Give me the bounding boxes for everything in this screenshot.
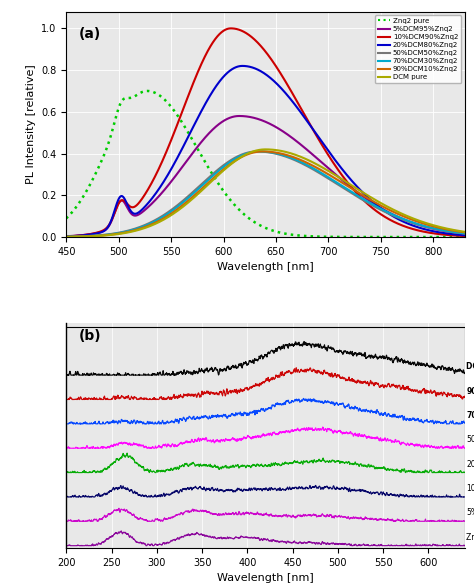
Line: 10%DCM90%Znq2: 10%DCM90%Znq2	[61, 29, 474, 237]
90%DCM10%Znq2	[106, 231, 111, 238]
Text: 50%DCM-50%Znq2: 50%DCM-50%Znq2	[466, 436, 474, 444]
Text: 5%DCM-95%Znq2: 5%DCM-95%Znq2	[466, 508, 474, 517]
Text: 70%DCM-30%Znq2: 70%DCM-30%Znq2	[466, 411, 474, 420]
Znq2 pure	[217, 182, 223, 189]
70%DCM30%Znq2	[472, 231, 474, 238]
Znq2 pure	[106, 140, 111, 147]
Text: (a): (a)	[78, 27, 100, 41]
X-axis label: Wavelength [nm]: Wavelength [nm]	[217, 573, 314, 583]
20%DCM80%Znq2	[130, 210, 136, 217]
20%DCM80%Znq2	[419, 225, 425, 232]
10%DCM90%Znq2	[464, 233, 470, 240]
70%DCM30%Znq2	[130, 226, 136, 233]
70%DCM30%Znq2	[464, 230, 470, 237]
90%DCM10%Znq2	[472, 230, 474, 237]
5%DCM95%Znq2	[237, 113, 242, 120]
50%DCM50%Znq2	[235, 153, 241, 160]
90%DCM10%Znq2	[58, 233, 64, 240]
5%DCM95%Znq2	[235, 113, 241, 120]
5%DCM95%Znq2	[472, 231, 474, 238]
5%DCM95%Znq2	[217, 120, 223, 127]
Znq2 pure	[130, 94, 136, 101]
50%DCM50%Znq2	[472, 231, 474, 238]
DCM pure	[217, 170, 223, 177]
Text: Znq2 Pure: Znq2 Pure	[466, 533, 474, 542]
90%DCM10%Znq2	[235, 156, 241, 163]
10%DCM90%Znq2	[228, 25, 234, 32]
Line: DCM pure: DCM pure	[61, 149, 474, 237]
90%DCM10%Znq2	[464, 229, 470, 236]
5%DCM95%Znq2	[106, 223, 111, 230]
5%DCM95%Znq2	[130, 212, 136, 219]
70%DCM30%Znq2	[256, 148, 262, 155]
5%DCM95%Znq2	[419, 222, 425, 229]
10%DCM90%Znq2	[472, 233, 474, 240]
10%DCM90%Znq2	[235, 26, 241, 33]
50%DCM50%Znq2	[217, 164, 223, 171]
Legend: Znq2 pure, 5%DCM95%Znq2, 10%DCM90%Znq2, 20%DCM80%Znq2, 50%DCM50%Znq2, 70%DCM30%Z: Znq2 pure, 5%DCM95%Znq2, 10%DCM90%Znq2, …	[375, 15, 461, 83]
Y-axis label: PL Intensity [relative]: PL Intensity [relative]	[26, 65, 36, 184]
Text: DCM Pure: DCM Pure	[466, 362, 474, 371]
Line: 70%DCM30%Znq2: 70%DCM30%Znq2	[61, 152, 474, 237]
10%DCM90%Znq2	[419, 228, 425, 235]
DCM pure	[472, 230, 474, 237]
90%DCM10%Znq2	[419, 220, 425, 227]
10%DCM90%Znq2	[130, 203, 136, 210]
Line: 50%DCM50%Znq2: 50%DCM50%Znq2	[61, 152, 474, 237]
DCM pure	[130, 228, 136, 235]
50%DCM50%Znq2	[464, 230, 470, 237]
Znq2 pure	[419, 234, 425, 241]
20%DCM80%Znq2	[217, 78, 223, 85]
90%DCM10%Znq2	[130, 227, 136, 234]
50%DCM50%Znq2	[419, 223, 425, 230]
Znq2 pure	[464, 234, 470, 241]
50%DCM50%Znq2	[130, 226, 136, 233]
20%DCM80%Znq2	[235, 63, 241, 70]
5%DCM95%Znq2	[464, 230, 470, 237]
20%DCM80%Znq2	[464, 232, 470, 239]
Line: 5%DCM95%Znq2: 5%DCM95%Znq2	[61, 116, 474, 237]
90%DCM10%Znq2	[259, 148, 265, 155]
20%DCM80%Znq2	[106, 223, 111, 230]
DCM pure	[263, 146, 268, 153]
Line: Znq2 pure: Znq2 pure	[61, 91, 474, 237]
Line: 20%DCM80%Znq2: 20%DCM80%Znq2	[61, 66, 474, 237]
50%DCM50%Znq2	[254, 148, 260, 155]
X-axis label: Wavelength [nm]: Wavelength [nm]	[217, 262, 314, 272]
10%DCM90%Znq2	[106, 223, 111, 230]
DCM pure	[58, 233, 64, 240]
70%DCM30%Znq2	[106, 231, 111, 238]
10%DCM90%Znq2	[58, 233, 64, 240]
DCM pure	[419, 219, 425, 226]
10%DCM90%Znq2	[217, 30, 223, 37]
50%DCM50%Znq2	[58, 233, 64, 240]
DCM pure	[106, 231, 111, 238]
90%DCM10%Znq2	[217, 169, 223, 176]
Znq2 pure	[235, 205, 241, 212]
70%DCM30%Znq2	[419, 222, 425, 229]
50%DCM50%Znq2	[106, 231, 111, 238]
70%DCM30%Znq2	[58, 233, 64, 240]
Text: 90%DCM-10%Znq2: 90%DCM-10%Znq2	[466, 387, 474, 395]
Znq2 pure	[144, 87, 150, 94]
20%DCM80%Znq2	[472, 233, 474, 240]
DCM pure	[464, 229, 470, 236]
Text: (b): (b)	[78, 329, 101, 343]
Znq2 pure	[58, 219, 64, 226]
5%DCM95%Znq2	[58, 233, 64, 240]
70%DCM30%Znq2	[235, 154, 241, 161]
Line: 90%DCM10%Znq2: 90%DCM10%Znq2	[61, 152, 474, 237]
Text: 10%DCM-90%Znq2: 10%DCM-90%Znq2	[466, 484, 474, 493]
70%DCM30%Znq2	[217, 166, 223, 173]
Text: 20%DCM-80%Znq2: 20%DCM-80%Znq2	[466, 459, 474, 469]
20%DCM80%Znq2	[58, 233, 64, 240]
Znq2 pure	[472, 234, 474, 241]
DCM pure	[235, 156, 241, 163]
20%DCM80%Znq2	[240, 62, 246, 69]
